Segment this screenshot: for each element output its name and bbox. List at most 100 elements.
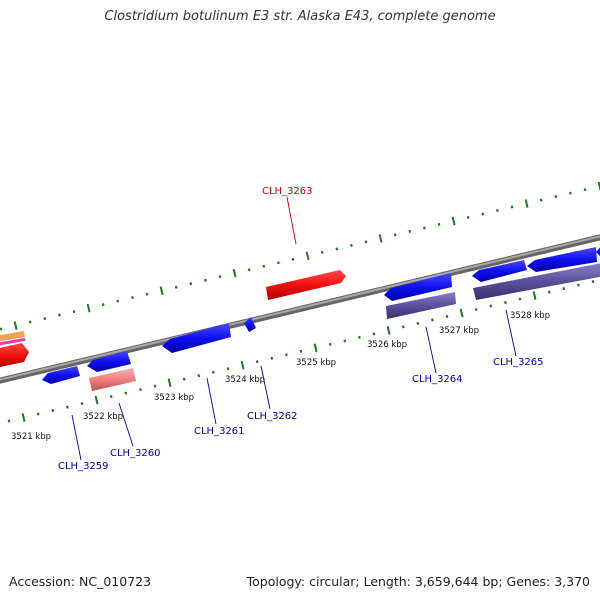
minor-tick — [466, 215, 470, 219]
minor-tick — [212, 370, 215, 374]
minor-tick — [285, 353, 288, 357]
minor-tick — [153, 384, 157, 388]
minor-tick — [43, 317, 47, 321]
scale-label: 3523 kbp — [154, 393, 194, 403]
minor-tick — [496, 208, 499, 213]
minor-tick — [51, 409, 55, 413]
gene-clh-3265[interactable] — [472, 243, 600, 300]
minor-tick — [562, 287, 566, 291]
gene-label-clh-3260[interactable]: CLH_3260 — [110, 448, 161, 459]
minor-tick — [7, 419, 11, 423]
minor-tick — [423, 226, 426, 230]
minor-tick — [401, 325, 405, 329]
minor-tick — [591, 280, 595, 284]
major-tick — [86, 303, 91, 313]
minor-tick — [247, 268, 251, 272]
scale-label: 3524 kbp — [225, 375, 265, 385]
minor-tick — [226, 367, 230, 371]
minor-tick — [58, 313, 61, 317]
major-tick — [13, 321, 18, 330]
minor-tick — [291, 257, 295, 261]
minor-tick — [145, 292, 149, 296]
gene-labels: CLH_3259 CLH_3260 CLH_3261 CLH_3262 CLH_… — [58, 186, 544, 472]
minor-tick — [197, 374, 201, 378]
minor-tick — [320, 250, 324, 254]
major-tick — [524, 199, 529, 208]
minor-tick — [445, 314, 449, 318]
minor-tick — [174, 285, 178, 289]
genome-backbone — [0, 234, 600, 384]
tick-row-lower — [7, 280, 595, 423]
minor-tick — [510, 205, 514, 209]
minor-tick — [72, 310, 76, 314]
major-tick — [305, 251, 310, 261]
gene-label-clh-3263[interactable]: CLH_3263 — [262, 186, 313, 197]
minor-tick — [481, 212, 485, 216]
minor-tick — [489, 304, 493, 308]
major-tick — [451, 216, 456, 226]
minor-tick — [204, 278, 207, 282]
gene-label-clh-3264[interactable]: CLH_3264 — [412, 374, 463, 385]
gene-clh-3259[interactable] — [42, 366, 80, 384]
gene-clh-3263[interactable] — [266, 270, 346, 300]
major-tick — [159, 286, 164, 295]
major-tick — [532, 291, 537, 300]
major-tick — [378, 234, 383, 243]
major-tick — [232, 268, 237, 278]
minor-tick — [343, 339, 347, 343]
major-tick — [240, 360, 245, 370]
major-tick — [94, 395, 99, 405]
minor-tick — [131, 296, 134, 300]
gene-label-clh-3262[interactable]: CLH_3262 — [247, 411, 298, 422]
minor-tick — [583, 188, 587, 192]
minor-tick — [299, 349, 303, 353]
minor-tick — [416, 321, 420, 325]
scale-label: 3528 kbp — [510, 311, 550, 321]
scale-labels: 3521 kbp 3522 kbp 3523 kbp 3524 kbp 3525… — [11, 311, 550, 442]
minor-tick — [0, 327, 3, 331]
gene-label-clh-3261[interactable]: CLH_3261 — [194, 426, 245, 437]
minor-tick — [80, 402, 84, 406]
minor-tick — [28, 320, 32, 324]
minor-tick — [518, 297, 522, 301]
minor-tick — [182, 377, 186, 381]
minor-tick — [372, 332, 376, 336]
minor-tick — [358, 335, 361, 339]
minor-tick — [66, 405, 69, 409]
minor-tick — [189, 282, 193, 286]
minor-tick — [277, 261, 280, 265]
accession-text: Accession: NC_010723 — [9, 574, 152, 589]
minor-tick — [577, 283, 580, 287]
minor-tick — [364, 240, 368, 244]
major-tick — [313, 343, 318, 353]
gene-clh-3261[interactable] — [162, 323, 231, 353]
minor-tick — [262, 264, 266, 268]
scale-label: 3521 kbp — [11, 432, 51, 442]
minor-tick — [218, 275, 222, 279]
gene-clh-3262[interactable] — [244, 317, 256, 332]
minor-tick — [350, 243, 353, 247]
minor-tick — [335, 247, 339, 251]
minor-tick — [437, 222, 441, 226]
minor-tick — [139, 388, 142, 392]
gene-clh-3264[interactable] — [384, 273, 456, 319]
minor-tick — [124, 391, 128, 395]
tick-row-upper — [0, 181, 600, 331]
minor-tick — [474, 307, 478, 311]
minor-tick — [431, 318, 434, 322]
minor-tick — [539, 198, 543, 202]
minor-tick — [504, 300, 507, 305]
major-tick — [386, 326, 391, 335]
gene-clh-3260[interactable] — [87, 351, 136, 391]
minor-tick — [255, 360, 259, 364]
minor-tick — [109, 395, 113, 399]
minor-tick — [393, 233, 397, 237]
gene-label-clh-3259[interactable]: CLH_3259 — [58, 461, 109, 472]
major-tick — [167, 378, 172, 387]
gene-label-clh-3265[interactable]: CLH_3265 — [493, 357, 544, 368]
minor-tick — [101, 303, 105, 307]
minor-tick — [547, 290, 551, 294]
minor-tick — [569, 191, 572, 195]
major-tick — [21, 413, 26, 422]
